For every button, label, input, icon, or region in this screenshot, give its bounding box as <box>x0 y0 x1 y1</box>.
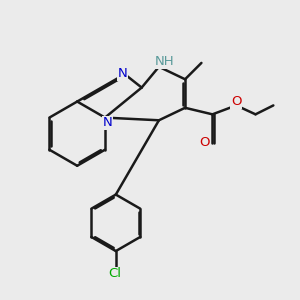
Text: N: N <box>118 67 127 80</box>
Text: O: O <box>200 136 210 149</box>
Text: Cl: Cl <box>108 267 121 280</box>
Text: N: N <box>103 116 113 130</box>
Text: O: O <box>231 95 242 108</box>
Text: NH: NH <box>154 55 174 68</box>
